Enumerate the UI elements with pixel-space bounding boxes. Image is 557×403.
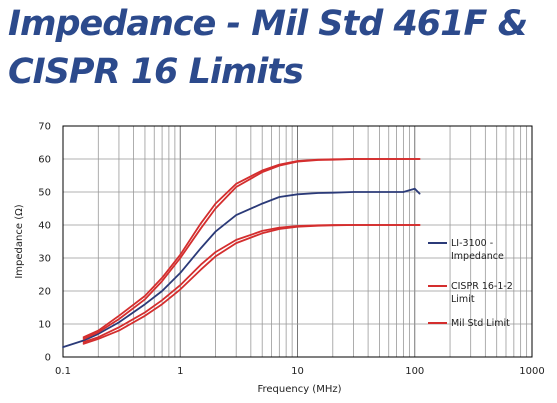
y-tick-label: 70 [38,122,51,133]
legend-label: Limit [451,294,475,305]
y-axis-title: Impedance (Ω) [14,204,25,278]
y-tick-label: 30 [38,254,51,265]
legend-label: Impedance [451,251,504,262]
plot-area-frame [62,125,533,358]
legend-label: CISPR 16-1-2 [451,281,513,292]
series-2-line [82,224,421,345]
series-3-line [82,158,421,339]
slide-title: Impedance - Mil Std 461F & CISPR 16 Limi… [8,0,553,96]
legend-label: Mil Std Limit [451,318,510,329]
slide-title-line-2: CISPR 16 Limits [8,52,304,92]
y-tick-label: 0 [45,353,51,364]
x-tick-label: 100 [405,366,424,377]
chart-grid [62,125,532,358]
y-tick-label: 60 [38,155,51,166]
slide-title-line-1: Impedance - Mil Std 461F & [8,4,528,44]
x-tick-label: 1000 [519,366,544,377]
y-tick-label: 50 [38,188,51,199]
y-tick-label: 10 [38,320,51,331]
chart-legend: LI-3100 - Impedance CISPR 16-1-2 Limit Mil S… [428,238,513,329]
legend-label: LI-3100 - [451,238,493,249]
x-tick-label: 10 [291,366,304,377]
x-axis-title: Frequency (MHz) [257,384,341,395]
series-1-line [62,187,421,348]
chart-series [62,158,421,348]
x-tick-label: 1 [177,366,183,377]
series-3-line [82,224,421,343]
x-tick-label: 0.1 [55,366,71,377]
chart-axes: 0.1 1 10 100 1000 0 10 20 30 40 50 60 70 [38,122,544,378]
y-tick-label: 40 [38,221,51,232]
y-tick-label: 20 [38,287,51,298]
